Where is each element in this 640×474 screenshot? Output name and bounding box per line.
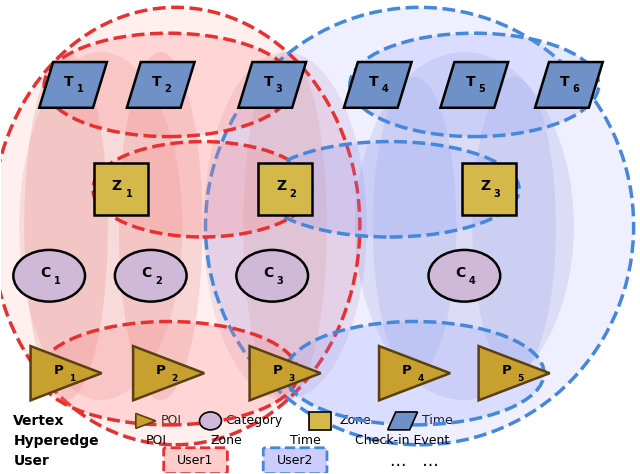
Ellipse shape: [204, 52, 367, 400]
Ellipse shape: [39, 321, 298, 425]
Text: Z: Z: [480, 179, 490, 193]
Text: Category: Category: [225, 414, 283, 428]
Text: User1: User1: [177, 454, 214, 467]
Text: User: User: [13, 454, 49, 468]
Text: Vertex: Vertex: [13, 414, 65, 428]
Text: 4: 4: [417, 374, 424, 383]
Text: 2: 2: [164, 84, 171, 94]
Ellipse shape: [260, 142, 519, 237]
Text: Zone: Zone: [340, 414, 372, 428]
Ellipse shape: [372, 77, 456, 375]
Text: 3: 3: [288, 374, 294, 383]
FancyBboxPatch shape: [259, 164, 312, 215]
Text: T: T: [465, 75, 475, 89]
Text: P: P: [272, 364, 282, 377]
Text: C: C: [263, 266, 273, 280]
Text: 3: 3: [494, 189, 500, 199]
Text: Time: Time: [422, 414, 452, 428]
Polygon shape: [238, 62, 306, 108]
Text: T: T: [264, 75, 273, 89]
Ellipse shape: [205, 8, 634, 445]
Ellipse shape: [429, 250, 500, 301]
Polygon shape: [440, 62, 508, 108]
Text: 2: 2: [156, 276, 162, 286]
Ellipse shape: [236, 250, 308, 301]
Text: P: P: [156, 364, 166, 377]
Polygon shape: [127, 62, 195, 108]
Text: Zone: Zone: [211, 434, 242, 447]
Text: POI: POI: [146, 434, 167, 447]
Ellipse shape: [44, 33, 293, 137]
Text: …   …: … …: [390, 452, 438, 470]
Text: T: T: [560, 75, 570, 89]
Polygon shape: [479, 346, 550, 401]
FancyBboxPatch shape: [263, 448, 327, 474]
FancyBboxPatch shape: [462, 164, 516, 215]
Polygon shape: [136, 413, 156, 428]
Polygon shape: [344, 62, 412, 108]
Text: User2: User2: [277, 454, 314, 467]
Polygon shape: [39, 62, 107, 108]
FancyBboxPatch shape: [164, 448, 227, 474]
Text: 1: 1: [77, 84, 83, 94]
Polygon shape: [535, 62, 603, 108]
Text: P: P: [402, 364, 412, 377]
Text: Hyperedge: Hyperedge: [13, 434, 99, 448]
Ellipse shape: [119, 52, 202, 400]
Text: 1: 1: [54, 276, 61, 286]
Polygon shape: [388, 412, 417, 430]
Text: T: T: [369, 75, 379, 89]
Text: Check-in Event: Check-in Event: [355, 434, 449, 447]
Text: Z: Z: [112, 179, 122, 193]
Ellipse shape: [350, 33, 599, 137]
Text: 1: 1: [69, 374, 76, 383]
Text: POI: POI: [161, 414, 182, 428]
Text: T: T: [152, 75, 161, 89]
Text: P: P: [53, 364, 63, 377]
Text: 6: 6: [573, 84, 579, 94]
Text: 1: 1: [125, 189, 132, 199]
Text: 3: 3: [276, 276, 284, 286]
Ellipse shape: [24, 52, 108, 400]
Polygon shape: [133, 346, 204, 401]
Ellipse shape: [93, 142, 312, 237]
Polygon shape: [250, 346, 321, 401]
Text: C: C: [455, 266, 465, 280]
Ellipse shape: [0, 8, 360, 445]
Ellipse shape: [200, 412, 221, 430]
Text: P: P: [501, 364, 511, 377]
Ellipse shape: [243, 52, 327, 400]
Text: 5: 5: [478, 84, 484, 94]
Text: 2: 2: [290, 189, 296, 199]
Ellipse shape: [355, 52, 574, 400]
Text: 5: 5: [517, 374, 524, 383]
FancyBboxPatch shape: [94, 164, 148, 215]
Text: C: C: [40, 266, 51, 280]
Text: Time: Time: [290, 434, 321, 447]
Ellipse shape: [19, 52, 182, 400]
Polygon shape: [379, 346, 450, 401]
Text: T: T: [64, 75, 74, 89]
Ellipse shape: [285, 321, 544, 425]
Polygon shape: [31, 346, 102, 401]
Text: 2: 2: [172, 374, 178, 383]
Text: 4: 4: [469, 276, 476, 286]
Ellipse shape: [472, 77, 556, 375]
FancyBboxPatch shape: [309, 412, 331, 430]
Text: C: C: [141, 266, 152, 280]
Text: 4: 4: [381, 84, 388, 94]
Ellipse shape: [13, 250, 85, 301]
Ellipse shape: [115, 250, 187, 301]
Text: 3: 3: [276, 84, 282, 94]
Text: Z: Z: [276, 179, 286, 193]
